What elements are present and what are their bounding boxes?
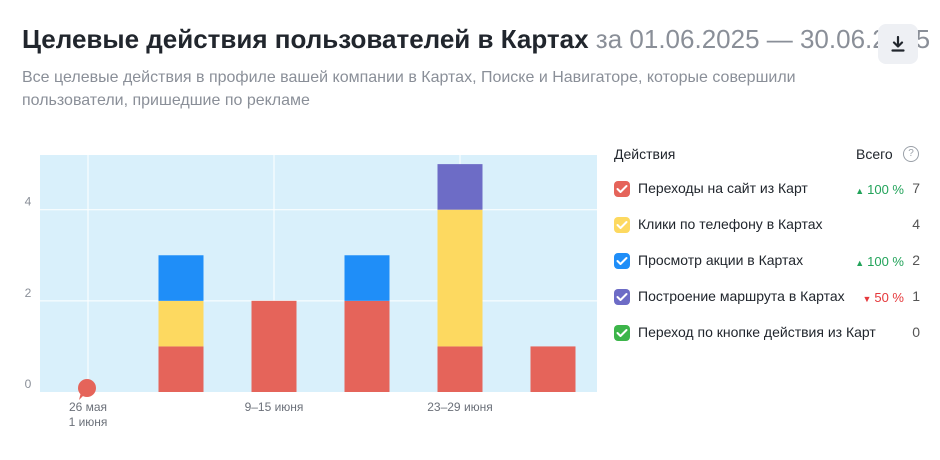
x-tick-label: 1 июня	[69, 415, 108, 429]
marker-pin-icon	[78, 379, 96, 397]
title-text: Целевые действия пользователей в Картах	[22, 24, 589, 54]
bar-segment	[437, 346, 483, 392]
bar-segment	[158, 346, 204, 392]
check-icon	[616, 221, 628, 229]
page-title: Целевые действия пользователей в Картах …	[22, 24, 930, 55]
triangle-down-icon: ▼	[862, 294, 872, 304]
legend-label: Построение маршрута в Картах	[638, 288, 845, 304]
change-badge: ▼ 50 %	[862, 290, 904, 305]
change-badge: ▲ 100 %	[855, 182, 904, 197]
triangle-up-icon: ▲	[855, 186, 865, 196]
check-icon	[616, 329, 628, 337]
legend-item[interactable]: Просмотр акции в Картах ▲ 100 % 2	[614, 244, 924, 280]
bar-segment	[437, 209, 483, 347]
x-tick-label: 9–15 июня	[245, 400, 304, 414]
bar-segment	[530, 346, 576, 392]
change-badge: ▲ 100 %	[855, 254, 904, 269]
checkbox[interactable]	[614, 253, 630, 269]
change-value: 100 %	[867, 182, 904, 197]
triangle-up-icon: ▲	[855, 258, 865, 268]
checkbox[interactable]	[614, 289, 630, 305]
legend-total: 0	[912, 324, 920, 340]
y-tick-label: 0	[25, 377, 32, 391]
legend-item[interactable]: Построение маршрута в Картах ▼ 50 % 1	[614, 280, 924, 316]
legend-total: 4	[912, 216, 920, 232]
legend-total: 1	[912, 288, 920, 304]
legend-item[interactable]: Переходы на сайт из Карт ▲ 100 % 7	[614, 172, 924, 208]
legend-header-total: Всего	[856, 146, 893, 162]
check-icon	[616, 185, 628, 193]
legend-total: 7	[912, 180, 920, 196]
bar-segment	[437, 164, 483, 210]
y-tick-label: 4	[25, 195, 32, 209]
page-subtitle: Все целевые действия в профиле вашей ком…	[22, 69, 796, 109]
plot-background	[40, 155, 597, 392]
bar-segment	[344, 255, 390, 301]
checkbox[interactable]	[614, 325, 630, 341]
legend-label: Переходы на сайт из Карт	[638, 180, 808, 196]
x-tick-label: 23–29 июня	[427, 400, 493, 414]
legend: Переходы на сайт из Карт ▲ 100 % 7 Клики по …	[614, 172, 924, 352]
question-icon[interactable]: ?	[903, 146, 919, 162]
legend-label: Переход по кнопке действия из Карт	[638, 324, 876, 340]
bar-segment	[344, 300, 390, 392]
checkbox[interactable]	[614, 181, 630, 197]
bar-segment	[158, 300, 204, 347]
legend-label: Просмотр акции в Картах	[638, 252, 804, 268]
bar-segment	[251, 300, 297, 392]
change-value: 50 %	[874, 290, 904, 305]
legend-item[interactable]: Клики по телефону в Картах 4	[614, 208, 924, 244]
legend-item[interactable]: Переход по кнопке действия из Карт 0	[614, 316, 924, 352]
y-tick-label: 2	[25, 286, 32, 300]
checkbox[interactable]	[614, 217, 630, 233]
check-icon	[616, 257, 628, 265]
date-period[interactable]: за 01.06.2025 — 30.06.2025	[595, 24, 931, 54]
legend-total: 2	[912, 252, 920, 268]
x-tick-label: 26 мая	[69, 400, 107, 414]
check-icon	[616, 293, 628, 301]
download-button[interactable]	[878, 24, 918, 64]
bar-segment	[158, 255, 204, 301]
download-icon	[891, 36, 905, 52]
change-value: 100 %	[867, 254, 904, 269]
legend-header-actions: Действия	[614, 146, 676, 162]
legend-label: Клики по телефону в Картах	[638, 216, 823, 232]
